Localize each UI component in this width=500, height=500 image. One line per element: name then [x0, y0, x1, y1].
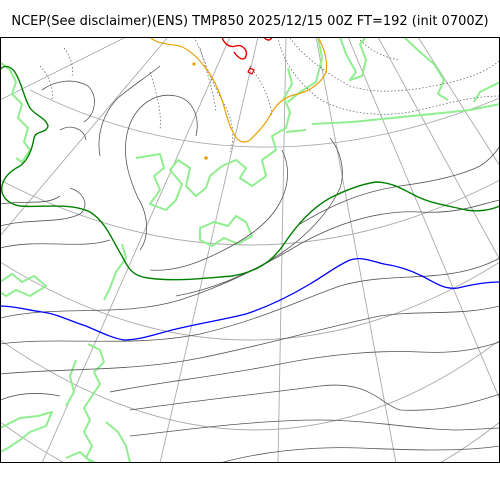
dotted-contour — [149, 71, 161, 131]
coastline — [199, 215, 253, 247]
coastline — [473, 81, 500, 103]
orange-marker — [192, 62, 196, 66]
isotherm-blue — [0, 258, 500, 341]
coastline — [0, 61, 31, 163]
contour — [299, 145, 500, 225]
coastline — [65, 359, 77, 407]
contour — [0, 187, 86, 227]
isotherms — [0, 65, 500, 463]
parallel — [29, 89, 500, 148]
contour — [175, 137, 343, 297]
dotted-contour — [63, 47, 73, 77]
coastline — [285, 129, 307, 133]
parallel — [0, 179, 500, 246]
coastline — [135, 153, 223, 211]
isotherm-red — [247, 67, 255, 75]
meridian — [0, 37, 127, 101]
parallel — [0, 261, 500, 341]
parallel — [0, 339, 500, 431]
graticule — [0, 37, 500, 463]
coastline — [403, 37, 449, 101]
contour — [0, 257, 500, 345]
dotted-contour — [193, 37, 234, 153]
dotted-contour — [39, 65, 53, 101]
meridian — [0, 37, 169, 237]
meridian — [417, 37, 500, 167]
coastline — [311, 103, 500, 125]
contour — [0, 195, 61, 205]
weather-map — [0, 37, 500, 463]
meridian — [277, 37, 287, 463]
contour — [0, 199, 500, 319]
contour — [129, 419, 500, 437]
contour — [0, 305, 500, 375]
coastline — [65, 451, 93, 463]
isotherm-dark-green — [0, 65, 500, 281]
coastline — [221, 67, 293, 187]
contour — [109, 341, 500, 393]
contour — [125, 94, 198, 251]
contour — [219, 445, 500, 463]
orange-marker — [204, 156, 208, 160]
contour — [41, 80, 95, 123]
map-frame — [0, 37, 500, 463]
coastline — [339, 37, 367, 81]
contour — [0, 392, 61, 401]
contour — [129, 384, 500, 411]
contour — [0, 239, 111, 249]
dotted-contour — [249, 65, 273, 117]
meridian — [377, 37, 500, 261]
coastline — [83, 343, 105, 463]
isotherm-red — [221, 37, 248, 60]
coastline — [103, 243, 127, 301]
coastline — [287, 37, 323, 103]
dotted-contour — [359, 39, 401, 61]
dotted-contour — [277, 37, 500, 115]
meridian — [347, 37, 500, 401]
contour — [98, 65, 161, 157]
contour — [149, 149, 288, 271]
meridian — [159, 37, 259, 463]
map-title: NCEP(See disclaimer)(ENS) TMP850 2025/12… — [11, 14, 489, 29]
coastlines — [0, 37, 500, 463]
dotted-contour — [199, 47, 217, 113]
isotherm-orange — [149, 37, 328, 143]
coastline — [105, 421, 131, 463]
coastline — [0, 411, 53, 453]
contour — [59, 126, 87, 141]
coastline — [0, 273, 47, 297]
meridian — [315, 37, 397, 463]
